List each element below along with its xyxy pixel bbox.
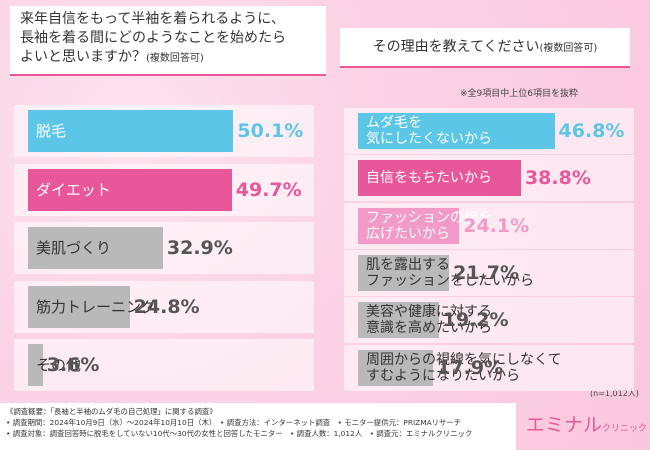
bar (358, 302, 439, 339)
category-label: 美容や健康に対する 意識を高めたいから (366, 304, 492, 337)
footer-line: 《調査概要：「長袖と半袖のムダ毛の自己処理」に関する調査》 (6, 407, 217, 416)
sample-note: (n=1,012人) (590, 389, 639, 398)
footer: 《調査概要：「長袖と半袖のムダ毛の自己処理」に関する調査》 • 調査期間：202… (0, 403, 516, 450)
bar (358, 207, 460, 244)
value-label: 38.8% (524, 167, 591, 190)
value-label: 24.1% (463, 214, 530, 237)
category-label: その他 (36, 356, 82, 374)
category-label: ファッションの幅を 広げたいから (366, 209, 492, 242)
footer-line: • 調査期間：2024年10月9日（水）～2024年10月10日（木） • 調査… (6, 418, 462, 427)
footer-line: • 調査対象：調査回答時に脱毛をしていない10代～30代の女性と回答したモニター… (6, 429, 473, 438)
logo: エミナルクリニック (526, 410, 647, 437)
category-label: 脱毛 (36, 122, 67, 140)
left-title: 来年自信をもって半袖を着られるように、 長袖を着る間にどのようなことを始めたら … (20, 11, 286, 65)
value-label: 3.6% (46, 354, 100, 376)
bar (28, 285, 130, 328)
category-label: ムダ毛を 気にしたくないから (366, 115, 492, 147)
category-label: 肌を露出する ファッションをしたいから (366, 256, 534, 289)
value-label: 24.8% (133, 295, 200, 318)
bar (358, 349, 434, 386)
value-label: 32.9% (166, 237, 233, 259)
right-title-note: (複数回答可) (539, 43, 598, 54)
logo-sub: クリニック (602, 424, 648, 434)
category-label: 筋力トレーニング (36, 297, 157, 316)
bar (28, 227, 163, 269)
right-note: ※全9項目中上位6項目を抜粋 (460, 89, 578, 99)
left-header: 来年自信をもって半袖を着られるように、 長袖を着る間にどのようなことを始めたら … (10, 6, 326, 76)
bar (28, 110, 234, 152)
bar (28, 168, 232, 211)
value-label: 49.7% (235, 178, 302, 201)
row-panel (14, 339, 314, 391)
value-label: 46.8% (558, 120, 625, 142)
bar (28, 344, 43, 386)
right-title: その理由を教えてください (372, 39, 540, 55)
value-label: 17.9% (437, 356, 504, 379)
value-label: 21.7% (453, 261, 520, 284)
category-label: 自信をもちたいから (366, 170, 492, 187)
value-label: 19.2% (442, 309, 509, 332)
bar (358, 254, 450, 291)
value-label: 50.1% (237, 120, 304, 142)
left-title-note: (複数回答可) (146, 53, 204, 64)
category-label: 周囲からの視線を気にしなくて すむようになりたいから (366, 351, 562, 384)
category-label: 美肌づくり (36, 239, 112, 257)
bar (358, 160, 521, 197)
right-header: その理由を教えてください(複数回答可) (340, 28, 630, 68)
bar (358, 113, 555, 149)
category-label: ダイエット (36, 180, 111, 199)
logo-name: エミナル (526, 414, 603, 436)
